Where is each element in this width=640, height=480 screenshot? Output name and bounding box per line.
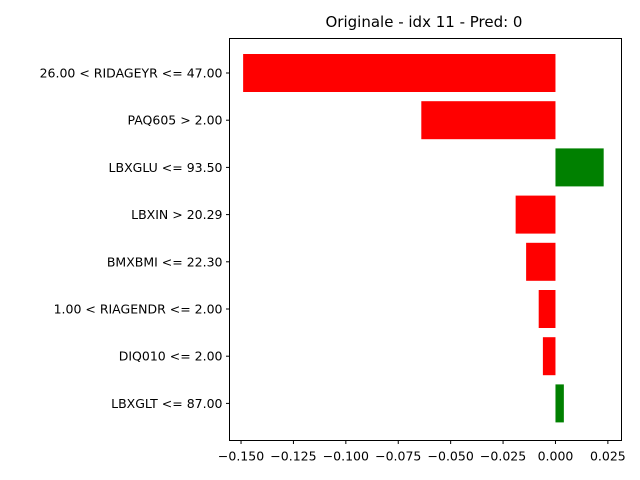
y-axis: 26.00 < RIDAGEYR <= 47.00 PAQ605 > 2.00 LB…: [40, 66, 230, 411]
y-tick-label: 26.00 < RIDAGEYR <= 47.00: [40, 66, 223, 81]
y-tick-label: LBXGLU <= 93.50: [109, 160, 223, 175]
x-tick-label: −0.075: [375, 449, 421, 464]
y-tick-label: LBXIN > 20.29: [131, 207, 222, 222]
x-tick-label: 0.000: [538, 449, 574, 464]
y-tick-label: BMXBMI <= 22.30: [107, 254, 223, 269]
bar: [421, 101, 556, 140]
x-tick-label: 0.025: [590, 449, 626, 464]
y-tick-label: DIQ010 <= 2.00: [119, 349, 223, 364]
bar: [243, 54, 556, 92]
x-tick-label: −0.150: [218, 449, 264, 464]
bars-group: [243, 54, 604, 423]
bar: [555, 384, 564, 423]
plot-frame: [229, 38, 622, 441]
x-tick-label: −0.025: [480, 449, 526, 464]
bar: [542, 337, 556, 376]
x-tick-label: −0.050: [428, 449, 474, 464]
y-tick-label: LBXGLT <= 87.00: [111, 396, 222, 411]
bar: [515, 195, 556, 234]
bar: [538, 290, 556, 328]
chart-title: Originale - idx 11 - Pred: 0: [326, 13, 523, 31]
y-tick-label: PAQ605 > 2.00: [127, 113, 222, 128]
x-axis: −0.150 −0.125 −0.100 −0.075 −0.050 −0.025 0.00…: [218, 440, 626, 464]
x-tick-label: −0.125: [270, 449, 316, 464]
bar: [555, 148, 604, 187]
x-tick-label: −0.100: [323, 449, 369, 464]
bar: [526, 242, 556, 281]
y-tick-label: 1.00 < RIAGENDR <= 2.00: [54, 302, 223, 317]
